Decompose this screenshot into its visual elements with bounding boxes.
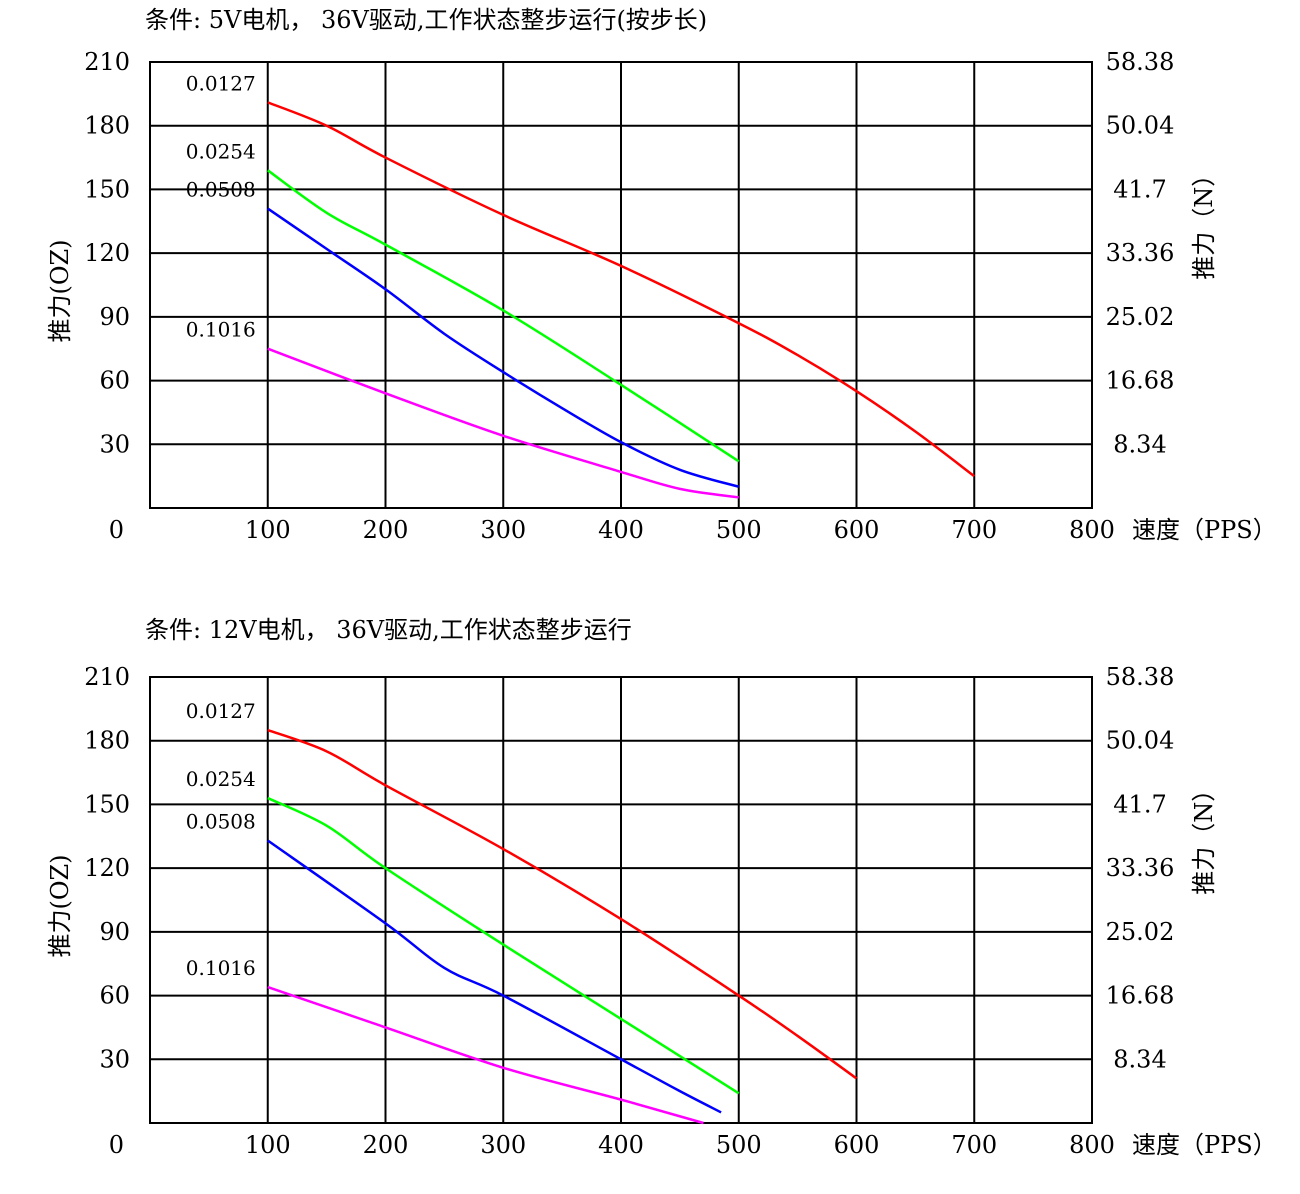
x-tick-label: 400 — [598, 1131, 644, 1159]
x-tick-label: 600 — [834, 1131, 880, 1159]
y-right-tick-label: 50.04 — [1106, 112, 1175, 140]
x-tick-label: 200 — [363, 1131, 409, 1159]
y-tick-label: 150 — [84, 175, 130, 203]
y-tick-label: 180 — [84, 727, 130, 755]
y-right-tick-label: 50.04 — [1106, 727, 1175, 755]
series-line-0.0254 — [267, 796, 740, 1095]
x-tick-label: 800 — [1069, 1131, 1115, 1159]
y-right-axis-title: 推力（N） — [1190, 778, 1218, 895]
series-line-0.1016 — [267, 347, 739, 499]
y-tick-label: 210 — [84, 663, 130, 691]
series-line-0.0127 — [267, 728, 858, 1080]
y-tick-label: 90 — [99, 918, 130, 946]
x-tick-label: 700 — [951, 1131, 997, 1159]
plot-frame — [149, 61, 1093, 509]
x-tick-label: 600 — [834, 516, 880, 544]
plot-frame — [149, 676, 1093, 1124]
y-tick-label: 90 — [99, 303, 130, 331]
chart-12v-svg: 条件: 12V电机， 36V驱动,工作状态整步运行 0 30 60 90 120 150 18… — [46, 616, 1277, 1159]
y-tick-label: 150 — [84, 790, 130, 818]
y-right-tick-label: 8.34 — [1113, 1045, 1166, 1073]
y-tick-label: 180 — [84, 112, 130, 140]
y-tick-label: 30 — [99, 430, 130, 458]
series-label: 0.0127 — [186, 699, 256, 723]
series-label: 0.1016 — [186, 956, 256, 980]
series-label: 0.0254 — [186, 767, 256, 791]
y-tick-label: 30 — [99, 1045, 130, 1073]
x-tick-label: 800 — [1069, 516, 1115, 544]
y-right-tick-label: 41.7 — [1113, 790, 1166, 818]
y-tick-label: 120 — [84, 854, 130, 882]
chart-5v: 条件: 5V电机， 36V驱动,工作状态整步运行(按步长) 0 30 60 90 120 1… — [0, 0, 1300, 580]
x-axis-title: 速度（PPS） — [1132, 516, 1277, 544]
series-label: 0.0127 — [186, 71, 256, 95]
x-tick-label: 300 — [480, 1131, 526, 1159]
x-tick-label: 500 — [716, 516, 762, 544]
y-right-axis-title: 推力（N） — [1190, 163, 1218, 280]
series-line-0.0127 — [267, 101, 976, 478]
series-label: 0.0508 — [186, 810, 256, 834]
series-line-0.0508 — [267, 207, 740, 488]
x-axis-title: 速度（PPS） — [1132, 1131, 1277, 1159]
chart-12v: 条件: 12V电机， 36V驱动,工作状态整步运行 0 30 60 90 120 150 18… — [0, 614, 1300, 1194]
series-label: 0.1016 — [186, 318, 256, 342]
y-right-tick-label: 58.38 — [1106, 48, 1175, 76]
series-line-0.0508 — [267, 839, 722, 1114]
y-axis-title: 推力(OZ) — [46, 854, 74, 957]
x-tick-label: 300 — [480, 516, 526, 544]
y-tick-label: 0 — [109, 516, 124, 544]
y-tick-label: 0 — [109, 1131, 124, 1159]
y-tick-label: 120 — [84, 239, 130, 267]
x-tick-label: 500 — [716, 1131, 762, 1159]
y-right-tick-label: 41.7 — [1113, 175, 1166, 203]
series-label: 0.0254 — [186, 139, 256, 163]
chart-5v-svg: 条件: 5V电机， 36V驱动,工作状态整步运行(按步长) 0 30 60 90 120 1… — [46, 6, 1277, 544]
y-right-tick-label: 8.34 — [1113, 430, 1166, 458]
x-tick-label: 400 — [598, 516, 644, 544]
y-right-tick-label: 16.68 — [1106, 367, 1175, 395]
series-line-0.0254 — [267, 169, 740, 463]
y-tick-label: 60 — [99, 367, 130, 395]
y-tick-label: 60 — [99, 982, 130, 1010]
y-right-tick-label: 25.02 — [1106, 303, 1175, 331]
chart-title: 条件: 12V电机， 36V驱动,工作状态整步运行 — [145, 616, 632, 644]
chart-title: 条件: 5V电机， 36V驱动,工作状态整步运行(按步长) — [145, 6, 707, 34]
x-tick-label: 700 — [951, 516, 997, 544]
y-right-tick-label: 58.38 — [1106, 663, 1175, 691]
x-tick-label: 200 — [363, 516, 409, 544]
series-line-0.1016 — [267, 985, 704, 1125]
y-right-tick-label: 25.02 — [1106, 918, 1175, 946]
y-axis-title: 推力(OZ) — [46, 239, 74, 342]
y-right-tick-label: 33.36 — [1106, 854, 1175, 882]
x-tick-label: 100 — [245, 516, 291, 544]
series-label: 0.0508 — [186, 178, 256, 202]
y-right-tick-label: 16.68 — [1106, 982, 1175, 1010]
y-tick-label: 210 — [84, 48, 130, 76]
y-right-tick-label: 33.36 — [1106, 239, 1175, 267]
x-tick-label: 100 — [245, 1131, 291, 1159]
